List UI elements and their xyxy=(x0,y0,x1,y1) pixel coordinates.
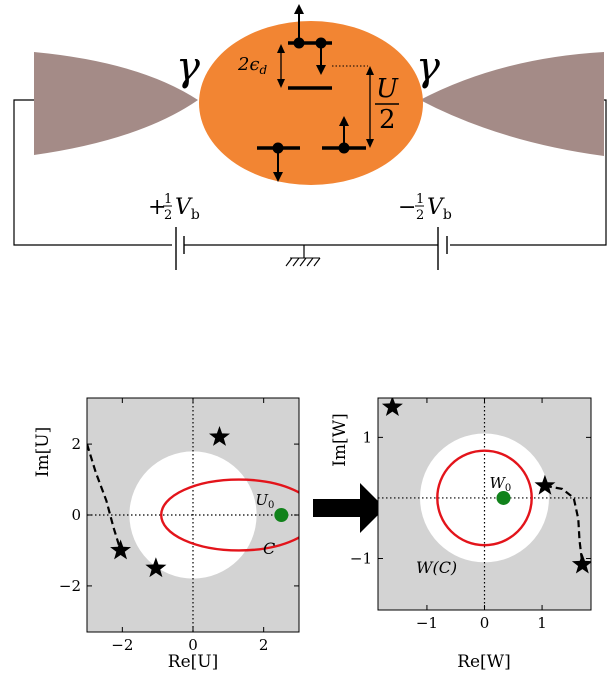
level-spacing-label: 2ϵd xyxy=(237,54,268,77)
right-xlabel: Re[W] xyxy=(457,652,511,672)
right-ytick-label: 1 xyxy=(362,428,372,446)
level-spacing-arrow xyxy=(277,44,285,88)
left-contour-label: C xyxy=(263,539,275,558)
mapping-arrow-icon xyxy=(313,483,385,533)
left-ylabel: Im[U] xyxy=(33,427,53,477)
left-marker-u0 xyxy=(274,508,289,522)
lead-left xyxy=(34,52,198,155)
right-xtick-label: −1 xyxy=(416,614,438,632)
right-xtick-label: 1 xyxy=(537,614,547,632)
right-plot: −1 0 1 1 −1 W0 W(C) Re[W] Im[W] xyxy=(330,397,592,672)
bias-right-label: − 1 2 Vb xyxy=(398,192,452,223)
left-star-marker xyxy=(209,426,230,446)
charging-energy-arrow xyxy=(366,66,374,148)
left-xtick-label: 0 xyxy=(188,636,198,654)
spin-up-icon xyxy=(338,116,350,154)
charging-energy-denominator: 2 xyxy=(379,105,396,135)
quantum-dot xyxy=(199,21,423,185)
left-xtick-label: 2 xyxy=(259,636,269,654)
right-dashed-path xyxy=(544,484,584,565)
svg-text:1: 1 xyxy=(164,192,172,207)
gamma-left-label: γ xyxy=(176,44,200,90)
svg-text:Vb: Vb xyxy=(427,195,452,223)
svg-text:2: 2 xyxy=(164,208,172,223)
charging-energy-numerator: U xyxy=(376,74,399,104)
svg-text:+: + xyxy=(148,195,166,220)
left-plot: −2 0 2 2 0 −2 U0 C Re[U] Im[U] xyxy=(33,397,300,672)
spin-up-icon xyxy=(293,4,305,49)
left-star-marker xyxy=(145,557,167,578)
right-star-marker xyxy=(571,553,591,574)
left-star-marker xyxy=(110,539,131,560)
gamma-right-label: γ xyxy=(416,44,440,90)
right-contour-wc xyxy=(436,449,533,547)
left-ytick-label: 0 xyxy=(71,506,81,524)
bias-left-label: + 1 2 Vb xyxy=(148,192,200,223)
svg-text:2: 2 xyxy=(416,208,424,223)
circuit-schematic: γ γ xyxy=(13,4,607,270)
spin-down-icon xyxy=(272,142,284,182)
right-star-marker xyxy=(534,474,556,495)
left-xtick-label: −2 xyxy=(111,636,133,654)
right-w0-label: W0 xyxy=(489,474,511,494)
ground-icon xyxy=(285,257,321,267)
right-xtick-label: 0 xyxy=(480,614,490,632)
circuit-wire-left xyxy=(13,99,607,258)
svg-text:1: 1 xyxy=(416,192,424,207)
svg-text:Vb: Vb xyxy=(175,195,200,223)
right-ylabel: Im[W] xyxy=(330,413,350,467)
right-marker-w0 xyxy=(496,490,511,505)
spin-down-icon xyxy=(315,37,327,75)
left-contour-c xyxy=(160,478,299,552)
left-dashed-path xyxy=(87,443,122,551)
right-contour-label: W(C) xyxy=(416,558,457,577)
left-ytick-label: −2 xyxy=(59,577,81,595)
left-ytick-label: 2 xyxy=(71,435,81,453)
left-xlabel: Re[U] xyxy=(168,652,218,672)
lead-right xyxy=(420,52,604,156)
right-excluded-disk xyxy=(420,433,549,563)
svg-text:−: − xyxy=(398,195,416,220)
right-ytick-label: −1 xyxy=(350,550,372,568)
right-star-marker xyxy=(381,398,403,416)
left-u0-label: U0 xyxy=(255,491,274,511)
